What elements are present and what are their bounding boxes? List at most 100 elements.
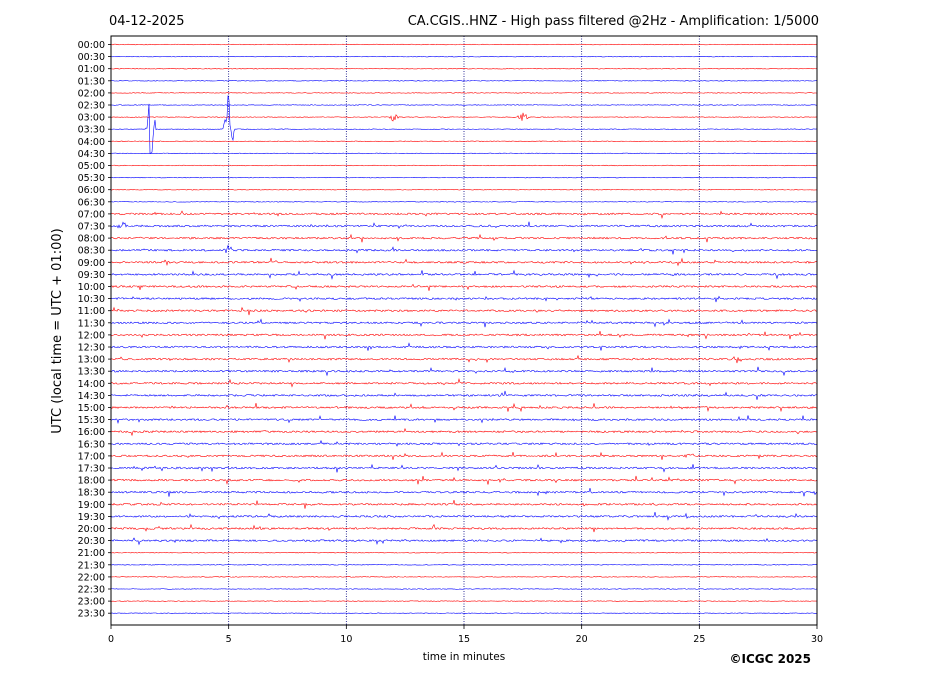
trace-row (110, 95, 818, 154)
trace-row (110, 523, 818, 533)
trace-row (110, 612, 817, 614)
y-tick-label: 23:00 (78, 597, 105, 608)
y-tick-label: 20:00 (78, 524, 105, 535)
trace-row (110, 463, 818, 473)
y-tick-label: 09:30 (78, 270, 105, 281)
trace-row (110, 201, 818, 203)
y-tick-label: 10:00 (78, 282, 105, 293)
trace-row (110, 354, 818, 364)
y-tick-label: 01:30 (78, 76, 105, 87)
x-tick-label: 0 (108, 634, 114, 645)
y-tick-label: 04:30 (78, 149, 105, 160)
trace-row (110, 68, 818, 70)
y-tick-label: 14:30 (78, 391, 105, 402)
seismic-traces (110, 43, 818, 614)
trace-row (110, 451, 818, 460)
trace-row (110, 140, 818, 142)
y-tick-label: 16:30 (78, 439, 105, 450)
y-tick-label: 22:00 (78, 572, 105, 583)
x-tick-label: 15 (458, 634, 470, 645)
trace-row (110, 415, 818, 424)
y-tick-label: 13:00 (78, 355, 105, 366)
y-tick-label: 12:00 (78, 330, 105, 341)
y-tick-label: 15:00 (78, 403, 105, 414)
trace-row (110, 427, 818, 437)
y-tick-label: 01:00 (78, 64, 105, 75)
y-tick-label: 04:00 (78, 137, 105, 148)
y-tick-label: 19:30 (78, 512, 105, 523)
trace-row (110, 512, 818, 521)
x-axis-label: time in minutes (423, 651, 505, 663)
trace-row (110, 210, 818, 220)
y-tick-label: 07:00 (78, 209, 105, 220)
trace-row (110, 475, 818, 485)
trace-row (110, 342, 818, 351)
x-tick-label: 20 (576, 634, 588, 645)
y-tick-label: 08:00 (78, 234, 105, 245)
x-tick-label: 30 (811, 634, 823, 645)
date-label: 04-12-2025 (109, 14, 185, 29)
x-tick-label: 5 (226, 634, 232, 645)
y-tick-label: 23:30 (78, 609, 105, 620)
y-tick-label: 05:30 (78, 173, 105, 184)
y-tick-label: 06:00 (78, 185, 105, 196)
trace-row (110, 269, 818, 280)
trace-row (110, 80, 818, 82)
y-tick-label: 14:00 (78, 379, 105, 390)
trace-row (110, 176, 818, 179)
trace-row (110, 43, 818, 46)
trace-row (110, 189, 818, 191)
y-tick-label: 20:30 (78, 536, 105, 547)
trace-row (110, 221, 818, 229)
trace-row (110, 295, 818, 303)
y-tick-label: 18:30 (78, 488, 105, 499)
y-tick-label: 11:00 (78, 306, 105, 317)
trace-row (110, 378, 818, 388)
y-tick-label: 02:00 (78, 88, 105, 99)
trace-row (110, 488, 818, 497)
y-tick-label: 15:30 (78, 415, 105, 426)
y-tick-label: 18:00 (78, 476, 105, 487)
vertical-gridlines (228, 36, 700, 625)
y-tick-label: 17:00 (78, 451, 105, 462)
y-tick-label: 19:00 (78, 500, 105, 511)
y-tick-label: 03:00 (78, 113, 105, 124)
trace-row (110, 439, 818, 447)
y-tick-label: 09:00 (78, 258, 105, 269)
trace-row (110, 244, 818, 255)
y-tick-label: 21:30 (78, 560, 105, 571)
y-axis-label: UTC (local time = UTC + 01:00) (50, 228, 65, 433)
trace-row (110, 576, 818, 578)
y-tick-label: 03:30 (78, 125, 105, 136)
y-tick-label: 22:30 (78, 585, 105, 596)
y-tick-label: 02:30 (78, 101, 105, 112)
trace-row (110, 233, 818, 243)
y-tick-label: 08:30 (78, 246, 105, 257)
trace-row (110, 257, 818, 267)
trace-row (110, 104, 818, 106)
y-tick-label: 21:00 (78, 548, 105, 559)
y-tick-label: 10:30 (78, 294, 105, 305)
trace-row (110, 330, 818, 340)
trace-row (110, 152, 818, 155)
trace-row (111, 318, 818, 328)
trace-row (110, 164, 818, 167)
x-tick-label: 10 (340, 634, 352, 645)
trace-row (110, 92, 818, 94)
trace-row (110, 537, 818, 546)
trace-row (110, 55, 818, 58)
trace-row (110, 390, 818, 400)
trace-row (110, 306, 818, 316)
y-tick-label: 16:00 (78, 427, 105, 438)
trace-row (110, 283, 818, 291)
trace-row (110, 552, 818, 554)
trace-row (110, 600, 818, 602)
y-tick-label: 11:30 (78, 318, 105, 329)
trace-row (110, 112, 818, 122)
y-tick-label: 17:30 (78, 464, 105, 475)
y-tick-label: 06:30 (78, 197, 105, 208)
y-tick-label: 05:00 (78, 161, 105, 172)
x-tick-label: 25 (693, 634, 705, 645)
